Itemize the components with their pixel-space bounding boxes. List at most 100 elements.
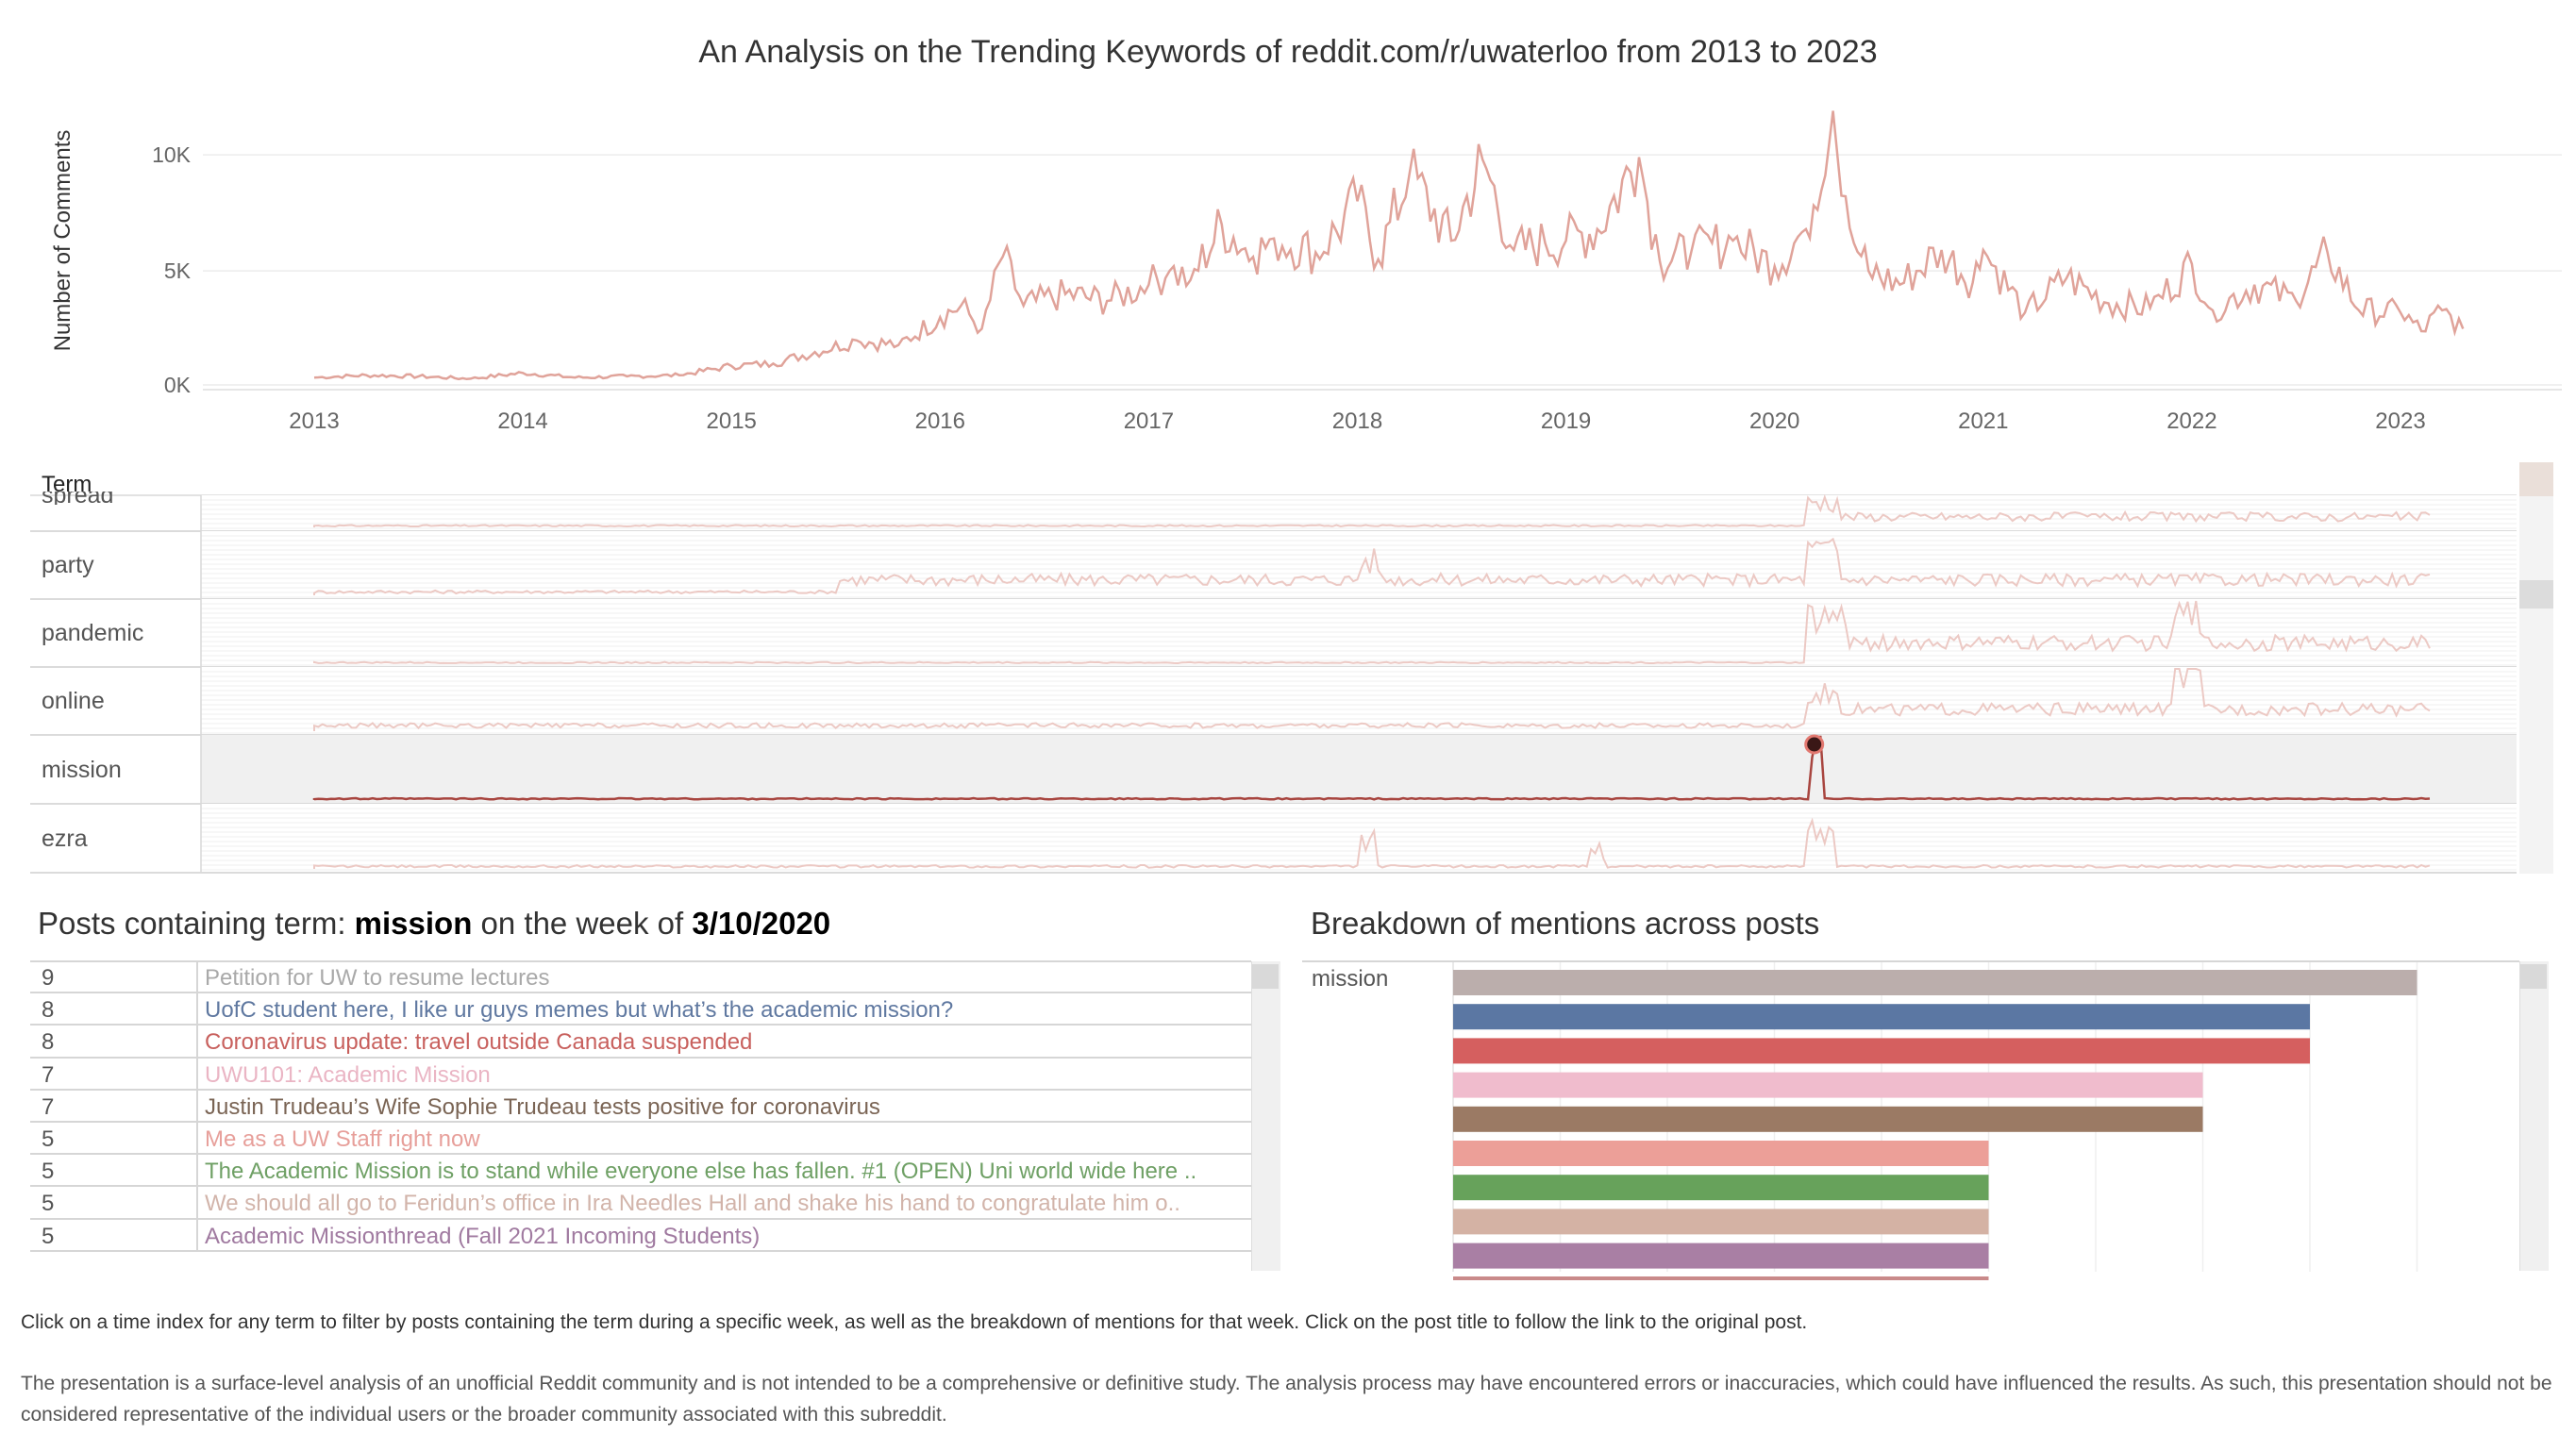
post-title-link[interactable]: Me as a UW Staff right now bbox=[205, 1126, 480, 1152]
breakdown-bar[interactable] bbox=[1453, 1243, 1989, 1269]
breakdown-term-label: mission bbox=[1312, 966, 1389, 992]
x-tick-label: 2023 bbox=[2375, 409, 2425, 434]
term-row-party[interactable] bbox=[30, 531, 2517, 600]
breakdown-bar-chart[interactable] bbox=[1302, 960, 2519, 1281]
term-row-background[interactable] bbox=[201, 531, 2517, 599]
term-row-ezra[interactable] bbox=[30, 804, 2517, 874]
post-title-link[interactable]: We should all go to Feridun’s office in … bbox=[205, 1191, 1180, 1217]
post-title-link[interactable]: UofC student here, I like ur guys memes … bbox=[205, 997, 954, 1024]
selected-week-marker[interactable] bbox=[1804, 734, 1825, 755]
posts-title-term: mission bbox=[354, 906, 473, 941]
x-tick-label: 2017 bbox=[1124, 409, 1174, 434]
post-row[interactable]: 5 Me as a UW Staff right now bbox=[30, 1122, 1251, 1156]
comments-series-line[interactable] bbox=[313, 110, 2465, 381]
breakdown-bar[interactable] bbox=[1453, 1209, 1989, 1235]
term-sparkline-panel[interactable] bbox=[0, 0, 2576, 887]
breakdown-bar[interactable] bbox=[1453, 1004, 2310, 1030]
y-tick-label: 0K bbox=[164, 373, 192, 397]
posts-table-scroll-thumb[interactable] bbox=[1252, 964, 1279, 989]
breakdown-bar[interactable] bbox=[1453, 1141, 1989, 1166]
breakdown-bar[interactable] bbox=[1453, 1072, 2203, 1098]
breakdown-section-title: Breakdown of mentions across posts bbox=[1311, 906, 1820, 941]
term-sparkline-mission[interactable] bbox=[312, 735, 2431, 801]
post-mention-count: 8 bbox=[42, 1029, 55, 1056]
term-row-background[interactable] bbox=[201, 804, 2517, 873]
posts-table-scrollbar[interactable] bbox=[1251, 961, 1280, 1271]
x-tick-label: 2022 bbox=[2166, 409, 2216, 434]
term-panel-scroll-thumb[interactable] bbox=[2519, 580, 2553, 609]
post-row[interactable]: 9 Petition for UW to resume lectures bbox=[30, 961, 1251, 994]
breakdown-scroll-thumb[interactable] bbox=[2520, 964, 2547, 989]
post-mention-count: 9 bbox=[42, 965, 55, 991]
term-row-background[interactable] bbox=[201, 735, 2517, 804]
y-axis-label: Number of Comments bbox=[50, 130, 75, 352]
term-panel-scrollbar[interactable] bbox=[2519, 462, 2553, 874]
post-column-divider bbox=[196, 1155, 198, 1186]
term-sparkline-spread[interactable] bbox=[313, 493, 2431, 528]
post-mention-count: 5 bbox=[42, 1159, 55, 1185]
post-row[interactable]: 8 UofC student here, I like ur guys memes… bbox=[30, 993, 1251, 1026]
main-chart-grid bbox=[203, 154, 2562, 391]
post-row[interactable]: 7 Justin Trudeau’s Wife Sophie Trudeau te… bbox=[30, 1090, 1251, 1123]
post-column-divider bbox=[196, 1090, 198, 1121]
post-mention-count: 5 bbox=[42, 1191, 55, 1217]
post-column-divider bbox=[196, 1026, 198, 1057]
post-title-link[interactable]: Academic Missionthread (Fall 2021 Incomi… bbox=[205, 1223, 761, 1249]
post-mention-count: 7 bbox=[42, 1061, 55, 1088]
term-row-mission[interactable] bbox=[30, 734, 2517, 805]
term-label-online[interactable]: online bbox=[42, 688, 105, 714]
page-title: An Analysis on the Trending Keywords of … bbox=[698, 34, 1878, 70]
post-title-link[interactable]: UWU101: Academic Mission bbox=[205, 1061, 491, 1088]
x-tick-label: 2020 bbox=[1749, 409, 1799, 434]
term-sparkline-ezra[interactable] bbox=[313, 817, 2431, 869]
y-tick-label: 5K bbox=[164, 259, 192, 283]
breakdown-bar[interactable] bbox=[1453, 970, 2417, 995]
post-row[interactable]: 7 UWU101: Academic Mission bbox=[30, 1058, 1251, 1091]
post-title-link[interactable]: The Academic Mission is to stand while e… bbox=[205, 1159, 1197, 1185]
post-mention-count: 5 bbox=[42, 1126, 55, 1152]
post-column-divider bbox=[196, 993, 198, 1025]
term-label-ezra[interactable]: ezra bbox=[42, 825, 88, 852]
term-label-party[interactable]: party bbox=[42, 552, 94, 578]
term-sparkline-pandemic[interactable] bbox=[313, 600, 2431, 665]
term-sparkline-party[interactable] bbox=[313, 537, 2431, 595]
posts-table-top-border bbox=[30, 960, 1251, 962]
term-row-online[interactable] bbox=[30, 667, 2517, 736]
term-sparkline-online[interactable] bbox=[313, 668, 2431, 731]
instructions-text: Click on a time index for any term to fi… bbox=[21, 1311, 1808, 1333]
post-column-divider bbox=[196, 1187, 198, 1218]
term-row-spread[interactable] bbox=[30, 493, 2517, 532]
term-label-mission[interactable]: mission bbox=[42, 756, 122, 783]
post-title-link[interactable]: Petition for UW to resume lectures bbox=[205, 965, 550, 991]
y-axis-ticks: 0K 5K 10K bbox=[152, 142, 192, 397]
post-column-divider bbox=[196, 1122, 198, 1154]
post-row[interactable]: 5 The Academic Mission is to stand while … bbox=[30, 1155, 1251, 1188]
breakdown-bar[interactable] bbox=[1453, 1175, 1989, 1201]
x-tick-label: 2014 bbox=[497, 409, 547, 434]
post-row[interactable]: 5 Academic Missionthread (Fall 2021 Incom… bbox=[30, 1219, 1251, 1252]
breakdown-bar-partial[interactable] bbox=[1453, 1276, 1989, 1280]
x-tick-label: 2015 bbox=[707, 409, 757, 434]
post-row[interactable]: 8 Coronavirus update: travel outside Cana… bbox=[30, 1026, 1251, 1059]
term-row-background[interactable] bbox=[201, 599, 2517, 667]
x-tick-label: 2013 bbox=[289, 409, 339, 434]
x-tick-label: 2019 bbox=[1541, 409, 1591, 434]
breakdown-scrollbar[interactable] bbox=[2519, 961, 2549, 1271]
post-title-link[interactable]: Coronavirus update: travel outside Canad… bbox=[205, 1029, 753, 1056]
post-mention-count: 8 bbox=[42, 997, 55, 1024]
post-title-link[interactable]: Justin Trudeau’s Wife Sophie Trudeau tes… bbox=[205, 1093, 880, 1120]
breakdown-bar[interactable] bbox=[1453, 1106, 2203, 1132]
term-row-pandemic[interactable] bbox=[30, 599, 2517, 668]
posts-title-middle: on the week of bbox=[472, 906, 693, 941]
posts-table: 9 Petition for UW to resume lectures 8 UofC… bbox=[30, 961, 1251, 1252]
x-tick-label: 2018 bbox=[1332, 409, 1382, 434]
post-mention-count: 7 bbox=[42, 1093, 55, 1120]
breakdown-bar[interactable] bbox=[1453, 1038, 2310, 1064]
term-label-spread[interactable]: spread bbox=[42, 482, 114, 505]
term-label-pandemic[interactable]: pandemic bbox=[42, 620, 144, 646]
x-axis-ticks: 2013 2014 2015 2016 2017 2018 2019 2020 2021 2022… bbox=[289, 409, 2425, 434]
term-panel-scroll-top[interactable] bbox=[2519, 462, 2553, 496]
post-row[interactable]: 5 We should all go to Feridun’s office in… bbox=[30, 1187, 1251, 1220]
post-column-divider bbox=[196, 1058, 198, 1089]
